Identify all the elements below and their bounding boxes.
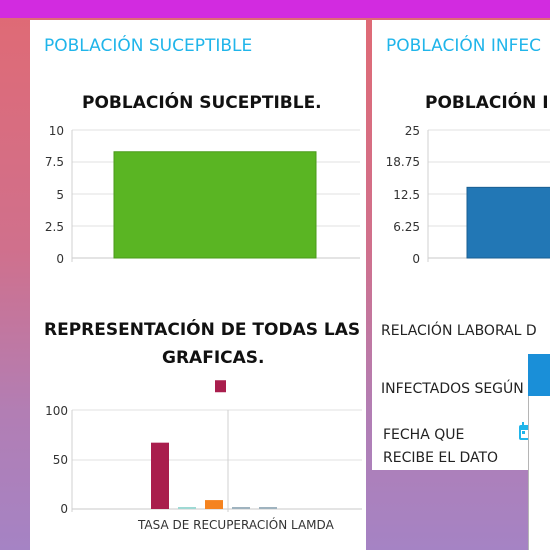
dropdown-panel (528, 396, 550, 550)
y-tick-label: 18.75 (385, 155, 420, 169)
dropdown-header[interactable] (528, 354, 550, 396)
y-tick-label: 2.5 (44, 220, 64, 234)
y-tick-label: 50 (52, 453, 68, 467)
chart-summary (71, 380, 362, 512)
bar-susceptible (113, 151, 317, 259)
card-title: POBLACIÓN INFEC (386, 36, 541, 56)
summary-bar (178, 507, 196, 509)
chart-title: POBLACIÓN SUCEPTIBLE. (82, 93, 322, 113)
y-tick-label: 12.5 (393, 188, 420, 202)
y-tick-label: 6.25 (393, 220, 420, 234)
infectados-segun-label: INFECTADOS SEGÚN (381, 381, 524, 397)
y-tick-label: 0 (60, 502, 68, 516)
relacion-laboral-label: RELACIÓN LABORAL D (381, 323, 537, 339)
card-poblacion-suceptible: POBLACIÓN SUCEPTIBLE POBLACIÓN SUCEPTIBL… (30, 20, 366, 550)
summary-chart-title-line1: REPRESENTACIÓN DE TODAS LAS (44, 320, 361, 340)
summary-bar (259, 507, 277, 509)
y-tick-label: 7.5 (44, 155, 64, 169)
y-tick-label: 25 (404, 124, 420, 138)
fecha-label-line2: RECIBE EL DATO (383, 450, 499, 466)
y-tick-label: 0 (412, 252, 420, 266)
summary-chart-title-line2: GRAFICAS. (162, 348, 265, 368)
chart-title: POBLACIÓN I (425, 93, 549, 113)
summary-bar (205, 500, 223, 509)
fecha-label-line1: FECHA QUE (383, 427, 465, 443)
y-tick-label: 100 (45, 404, 68, 418)
chart-susceptible (71, 129, 360, 262)
summary-bar (151, 442, 169, 509)
y-tick-label: 10 (48, 124, 64, 138)
bar-infectados (466, 186, 550, 259)
summary-marker (215, 380, 226, 393)
chart-infectados (427, 129, 550, 262)
y-tick-label: 0 (56, 252, 64, 266)
summary-bar (232, 507, 250, 509)
card-title: POBLACIÓN SUCEPTIBLE (44, 36, 253, 56)
top-bar (0, 0, 550, 18)
card-poblacion-infectada: POBLACIÓN INFEC POBLACIÓN I 25 18.75 12.… (372, 20, 550, 470)
x-axis-label: TASA DE RECUPERACIÓN LAMDA (138, 518, 334, 532)
y-tick-label: 5 (56, 188, 64, 202)
